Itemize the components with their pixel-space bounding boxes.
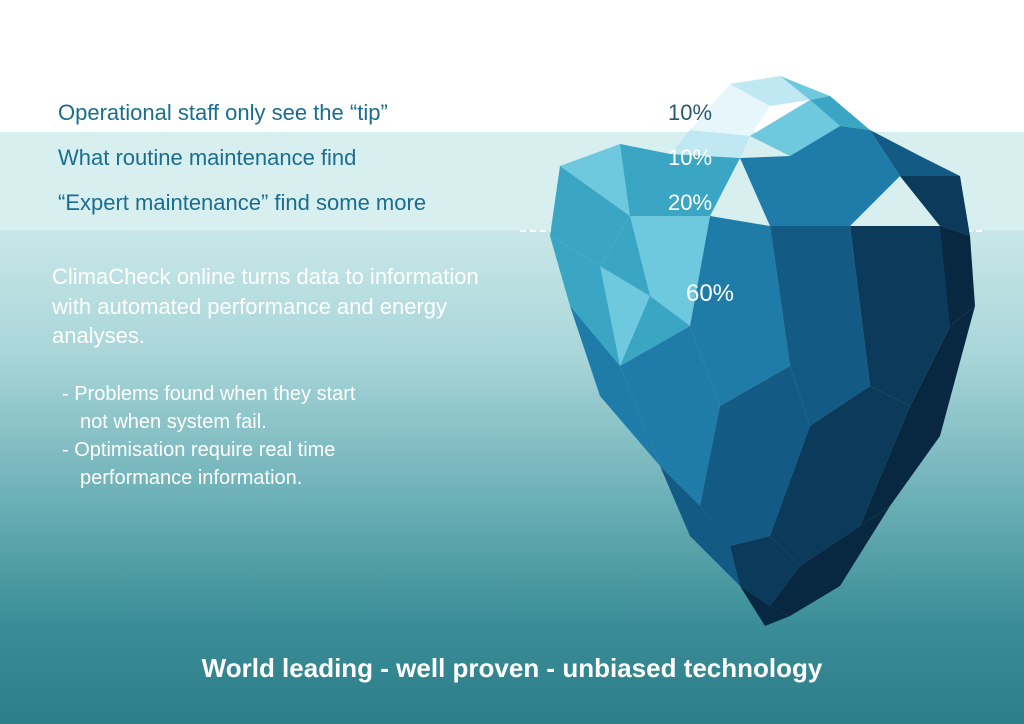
bullet-2-line-2: performance information. — [62, 464, 502, 492]
label-routine: What routine maintenance find — [58, 145, 528, 171]
label-expert: “Expert maintenance” find some more — [58, 190, 528, 216]
label-tip: Operational staff only see the “tip” — [58, 100, 528, 126]
bullet-1-line-1: - Problems found when they start — [62, 380, 502, 408]
tagline: World leading - well proven - unbiased t… — [0, 653, 1024, 684]
iceberg-body — [550, 216, 975, 626]
main-paragraph: ClimaCheck online turns data to informat… — [52, 262, 512, 351]
pct-routine: 10% — [650, 145, 730, 171]
infographic-canvas: Operational staff only see the “tip” Wha… — [0, 0, 1024, 724]
bullet-1-line-2: not when system fail. — [62, 408, 502, 436]
pct-tip: 10% — [650, 100, 730, 126]
iceberg-graphic — [540, 66, 980, 626]
bullet-2-line-1: - Optimisation require real time — [62, 436, 502, 464]
bullet-list: - Problems found when they start not whe… — [62, 380, 502, 492]
pct-deep: 60% — [670, 280, 750, 308]
pct-expert: 20% — [650, 190, 730, 216]
